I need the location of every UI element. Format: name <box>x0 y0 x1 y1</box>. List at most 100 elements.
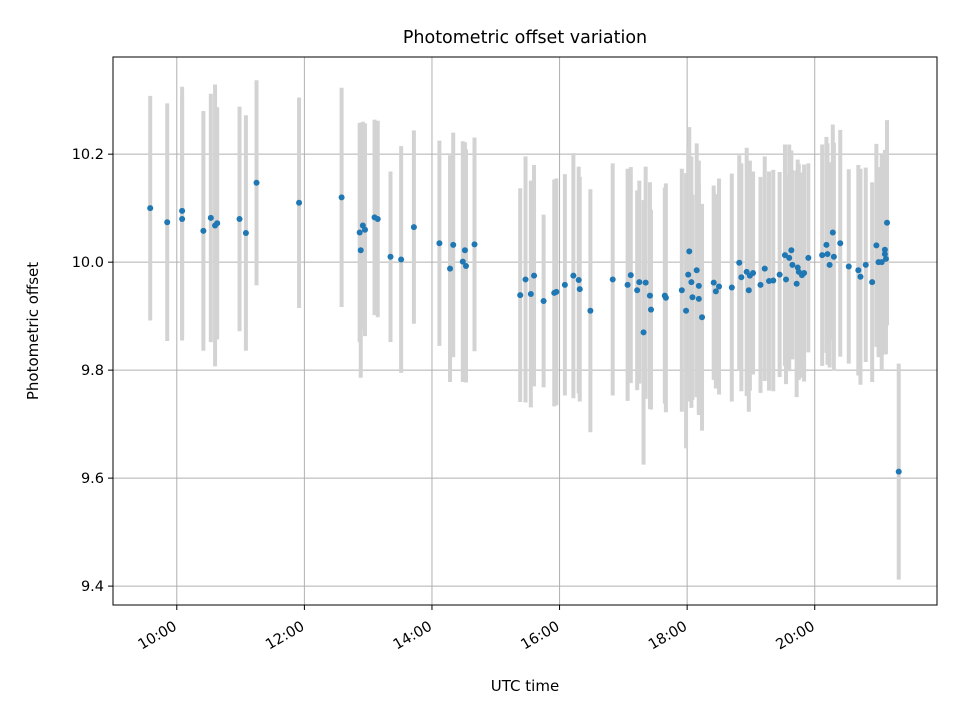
data-point <box>410 224 417 231</box>
data-point <box>447 265 454 272</box>
data-point <box>826 261 833 268</box>
data-point <box>461 247 468 254</box>
data-point <box>471 241 478 248</box>
plot-frame <box>112 56 938 606</box>
data-point <box>895 468 902 475</box>
data-point <box>575 276 582 283</box>
data-point <box>517 292 524 299</box>
data-point <box>788 247 795 254</box>
data-point <box>540 298 547 305</box>
x-axis-label: UTC time <box>491 677 559 695</box>
data-points <box>147 179 902 475</box>
data-point <box>374 215 381 222</box>
data-point <box>881 251 888 258</box>
data-point <box>459 258 466 265</box>
y-axis-label: Photometric offset <box>24 262 42 400</box>
y-tick-label: 9.6 <box>81 471 104 487</box>
data-point <box>531 272 538 279</box>
data-point <box>855 267 862 274</box>
data-point <box>646 292 653 299</box>
chart-title: Photometric offset variation <box>403 28 647 48</box>
data-point <box>830 253 837 260</box>
data-point <box>781 252 788 259</box>
data-point <box>884 219 891 226</box>
x-tick-label: 12:00 <box>263 619 307 654</box>
data-point <box>845 263 852 270</box>
data-point <box>878 259 885 266</box>
x-tick-label: 14:00 <box>391 619 435 654</box>
data-point <box>712 288 719 295</box>
data-point <box>296 199 303 206</box>
data-point <box>522 276 529 283</box>
x-tick-label: 20:00 <box>774 619 818 654</box>
data-point <box>450 241 457 248</box>
data-point <box>647 306 654 313</box>
data-point <box>242 230 249 237</box>
y-tick-label: 9.8 <box>81 363 104 379</box>
data-point <box>738 274 745 281</box>
data-point <box>179 215 186 222</box>
data-point <box>881 246 888 253</box>
data-point <box>882 255 889 262</box>
data-point <box>683 307 690 314</box>
data-point <box>147 205 154 212</box>
x-tick-label: 16:00 <box>518 619 562 654</box>
data-point <box>164 219 171 226</box>
data-point <box>553 288 560 295</box>
data-point <box>398 256 405 263</box>
data-point <box>253 179 260 186</box>
data-point <box>869 279 876 286</box>
data-point <box>357 247 364 254</box>
data-point <box>689 294 696 301</box>
data-point <box>200 227 207 234</box>
data-point <box>695 282 702 289</box>
x-tick-label: 18:00 <box>646 619 690 654</box>
x-tick-label: 10:00 <box>136 619 180 654</box>
y-tick-label: 10.2 <box>72 147 104 163</box>
data-point <box>823 241 830 248</box>
data-point <box>745 287 752 294</box>
y-tick-label: 9.4 <box>81 579 104 595</box>
data-point <box>527 291 534 298</box>
data-point <box>642 279 649 286</box>
data-point <box>824 251 831 258</box>
data-point <box>436 240 443 247</box>
data-point <box>688 279 695 286</box>
data-point <box>837 240 844 247</box>
data-point <box>356 229 363 236</box>
data-point <box>805 254 812 261</box>
data-point <box>757 281 764 288</box>
data-point <box>634 287 641 294</box>
data-point <box>662 294 669 301</box>
data-point <box>640 329 647 336</box>
data-point <box>338 194 345 201</box>
data-point <box>801 269 808 276</box>
data-point <box>770 277 777 284</box>
data-point <box>789 261 796 268</box>
data-point <box>862 261 869 268</box>
data-point <box>361 226 368 233</box>
data-point <box>699 314 706 321</box>
y-tick-label: 10.0 <box>72 255 104 271</box>
data-point <box>624 281 631 288</box>
data-point <box>179 207 186 214</box>
data-point <box>786 254 793 261</box>
data-point <box>462 262 469 269</box>
data-point <box>686 248 693 255</box>
data-point <box>678 287 685 294</box>
y-axis-ticks: 9.4 9.6 9.8 10.0 10.2 <box>72 147 113 595</box>
data-point <box>693 267 700 274</box>
data-point <box>636 279 643 286</box>
data-point <box>236 215 243 222</box>
data-point <box>387 253 394 260</box>
x-axis-ticks: 10:00 12:00 14:00 16:00 18:00 20:00 <box>136 605 818 653</box>
data-point <box>750 269 757 276</box>
data-point <box>710 279 717 286</box>
data-point <box>829 229 836 236</box>
data-point <box>716 283 723 290</box>
data-point <box>873 242 880 249</box>
data-point <box>214 220 221 227</box>
error-bars <box>148 80 901 580</box>
data-point <box>783 276 790 283</box>
